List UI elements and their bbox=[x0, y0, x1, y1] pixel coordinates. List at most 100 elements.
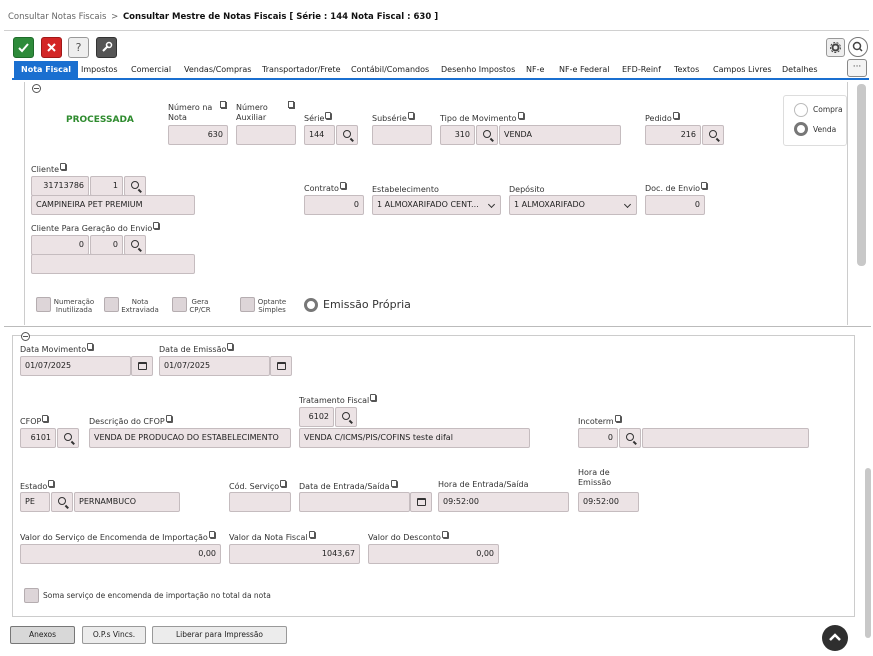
cliente-name: CAMPINEIRA PET PREMIUM bbox=[31, 195, 195, 215]
scroll-top-button[interactable] bbox=[822, 625, 848, 651]
settings-button[interactable] bbox=[826, 38, 845, 57]
valor-desconto-field[interactable]: 0,00 bbox=[368, 544, 499, 564]
numero-nota-field[interactable]: 630 bbox=[168, 125, 228, 145]
compra-radio[interactable] bbox=[794, 103, 808, 117]
deposito-select[interactable]: 1 ALMOXARIFADO bbox=[509, 195, 637, 215]
cfop-search-button[interactable] bbox=[57, 428, 79, 448]
hora-entrada-field[interactable]: 09:52:00 bbox=[438, 492, 569, 512]
tipo-movimento-search-button[interactable] bbox=[476, 125, 498, 145]
copy-icon[interactable] bbox=[220, 101, 226, 108]
cod-servico-field[interactable] bbox=[229, 492, 291, 512]
breadcrumb-current: Consultar Mestre de Notas Fiscais [ Séri… bbox=[122, 12, 439, 22]
estado-search-button[interactable] bbox=[51, 492, 73, 512]
estado-field[interactable]: PE bbox=[20, 492, 50, 512]
desc-cfop-field: VENDA DE PRODUCAO DO ESTABELECIMENTO bbox=[89, 428, 291, 448]
search-icon bbox=[852, 41, 863, 52]
numero-auxiliar-field[interactable] bbox=[236, 125, 296, 145]
optante-simples-checkbox[interactable] bbox=[240, 297, 255, 312]
tab-desenho-impostos[interactable]: Desenho Impostos bbox=[441, 65, 516, 74]
tab-campos-livres[interactable]: Campos Livres bbox=[713, 65, 772, 74]
valor-servico-field[interactable]: 0,00 bbox=[20, 544, 221, 564]
breadcrumb-parent[interactable]: Consultar Notas Fiscais bbox=[8, 12, 107, 22]
soma-servico-checkbox[interactable] bbox=[24, 588, 39, 603]
status-label: PROCESSADA bbox=[66, 115, 134, 125]
emissao-propria-radio[interactable] bbox=[304, 298, 318, 312]
tratamento-search-button[interactable] bbox=[335, 407, 357, 427]
tratamento-desc: VENDA C/ICMS/PIS/COFINS teste difal bbox=[299, 428, 530, 448]
data-movimento-field[interactable]: 01/07/2025 bbox=[20, 356, 131, 376]
copy-icon[interactable] bbox=[288, 101, 294, 108]
cancel-button[interactable] bbox=[41, 37, 62, 58]
estabelecimento-select[interactable]: 1 ALMOXARIFADO CENT... bbox=[372, 195, 501, 215]
scrollbar-top[interactable] bbox=[857, 84, 866, 266]
nota-extraviada-checkbox[interactable] bbox=[104, 297, 119, 312]
tab-textos[interactable]: Textos bbox=[674, 65, 700, 74]
data-emissao-field[interactable]: 01/07/2025 bbox=[159, 356, 270, 376]
details-panel bbox=[12, 335, 855, 617]
cliente-envio-code[interactable]: 0 bbox=[31, 235, 89, 255]
doc-envio-label: Doc. de Envio bbox=[645, 182, 708, 194]
soma-servico-label: Soma serviço de encomenda de importação … bbox=[43, 591, 271, 600]
anexos-button[interactable]: Anexos bbox=[10, 626, 75, 644]
tools-button[interactable] bbox=[96, 37, 117, 58]
ops-vincs-button[interactable]: O.P.s Vincs. bbox=[82, 626, 146, 644]
cliente-envio-name bbox=[31, 254, 195, 274]
cliente-label: Cliente bbox=[31, 163, 67, 175]
tipo-movimento-code[interactable]: 310 bbox=[440, 125, 475, 145]
pedido-search-button[interactable] bbox=[702, 125, 724, 145]
cfop-field[interactable]: 6101 bbox=[20, 428, 56, 448]
tab-impostos[interactable]: Impostos bbox=[81, 65, 118, 74]
tab-transportador-frete[interactable]: Transportador/Frete bbox=[262, 65, 341, 74]
serie-field[interactable]: 144 bbox=[304, 125, 335, 145]
tab-nf-e[interactable]: NF-e bbox=[526, 65, 545, 74]
section-divider bbox=[4, 326, 871, 327]
collapse-details-icon[interactable] bbox=[21, 332, 30, 341]
data-emissao-calendar-button[interactable] bbox=[270, 356, 292, 376]
gera-cpcr-label: Gera CP/CR bbox=[189, 298, 211, 314]
estado-label: Estado bbox=[20, 480, 55, 492]
wrench-icon bbox=[102, 41, 113, 52]
tab-vendas-compras[interactable]: Vendas/Compras bbox=[184, 65, 252, 74]
data-emissao-label: Data de Emissão bbox=[159, 343, 234, 355]
subserie-field[interactable] bbox=[372, 125, 432, 145]
hora-emissao-field[interactable]: 09:52:00 bbox=[578, 492, 639, 512]
cliente-search-button[interactable] bbox=[124, 176, 146, 196]
gear-icon bbox=[830, 42, 841, 53]
numero-nota-label: Número na Nota bbox=[168, 103, 213, 122]
gera-cpcr-checkbox[interactable] bbox=[172, 297, 187, 312]
serie-search-button[interactable] bbox=[336, 125, 358, 145]
venda-radio[interactable] bbox=[794, 122, 808, 136]
data-entrada-field[interactable] bbox=[299, 492, 410, 512]
tabs-more-button[interactable]: ··· bbox=[847, 59, 867, 77]
help-button[interactable]: ? bbox=[68, 37, 89, 58]
tratamento-code[interactable]: 6102 bbox=[299, 407, 334, 427]
pedido-field[interactable]: 216 bbox=[645, 125, 701, 145]
numeracao-inutilizada-checkbox[interactable] bbox=[36, 297, 51, 312]
breadcrumb-separator: > bbox=[111, 12, 119, 22]
valor-nota-field[interactable]: 1043,67 bbox=[229, 544, 360, 564]
breadcrumb: Consultar Notas Fiscais > Consultar Mest… bbox=[8, 12, 438, 22]
tab-nota-fiscal[interactable]: Nota Fiscal bbox=[14, 61, 79, 78]
data-entrada-calendar-button[interactable] bbox=[410, 492, 432, 512]
cliente-code[interactable]: 31713786 bbox=[31, 176, 89, 196]
doc-envio-field[interactable]: 0 bbox=[645, 195, 705, 215]
tab-comercial[interactable]: Comercial bbox=[131, 65, 172, 74]
tab-contabil-comandos[interactable]: Contábil/Comandos bbox=[351, 65, 430, 74]
cliente-envio-search-button[interactable] bbox=[124, 235, 146, 255]
tab-nf-e-federal[interactable]: NF-e Federal bbox=[559, 65, 610, 74]
contrato-field[interactable]: 0 bbox=[304, 195, 364, 215]
cliente-seq[interactable]: 1 bbox=[90, 176, 123, 196]
scrollbar-bottom[interactable] bbox=[865, 468, 871, 638]
tab-detalhes[interactable]: Detalhes bbox=[782, 65, 818, 74]
data-movimento-calendar-button[interactable] bbox=[131, 356, 153, 376]
liberar-impressao-button[interactable]: Liberar para Impressão bbox=[152, 626, 287, 644]
tab-efd-reinf[interactable]: EFD-Reinf bbox=[622, 65, 661, 74]
help-icon: ? bbox=[75, 41, 82, 54]
collapse-header-icon[interactable] bbox=[32, 84, 41, 93]
cliente-envio-seq[interactable]: 0 bbox=[90, 235, 123, 255]
search-circle-button[interactable] bbox=[848, 37, 868, 57]
valor-servico-label: Valor do Serviço de Encomenda de Importa… bbox=[20, 531, 215, 543]
incoterm-search-button[interactable] bbox=[619, 428, 641, 448]
incoterm-field[interactable]: 0 bbox=[578, 428, 618, 448]
confirm-button[interactable] bbox=[13, 37, 34, 58]
